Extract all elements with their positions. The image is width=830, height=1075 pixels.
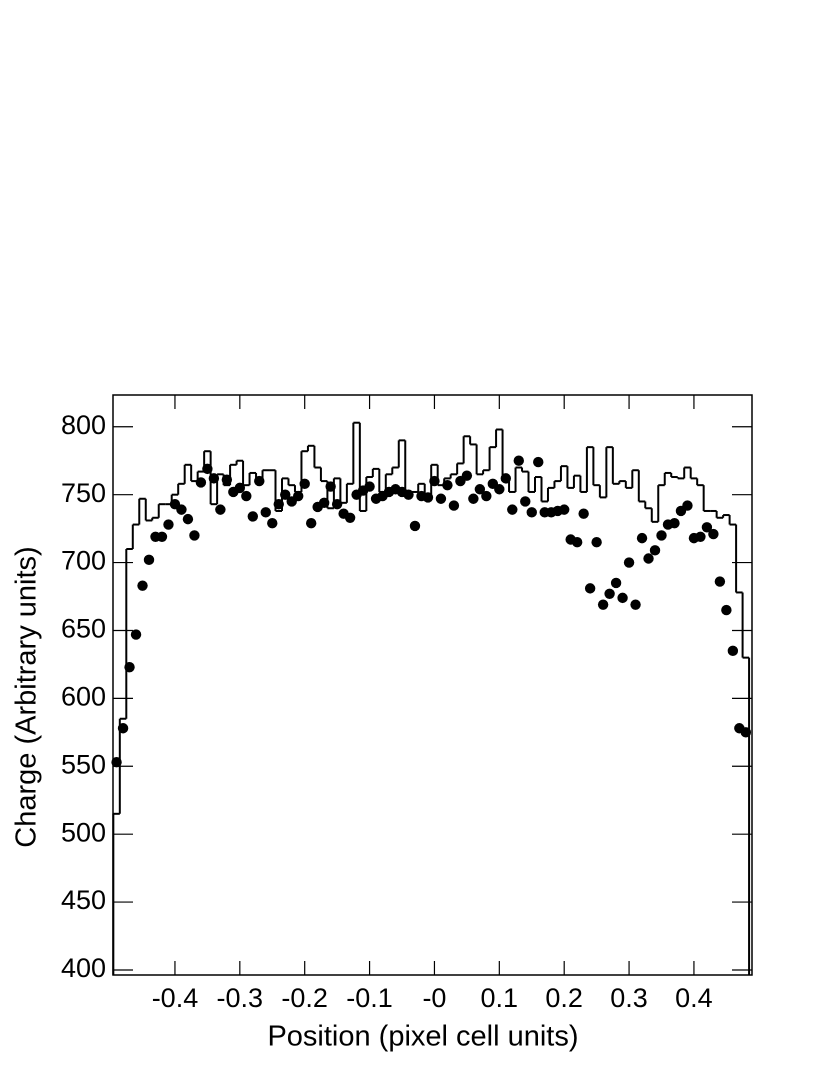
y-tick-label: 750 [61,478,106,508]
data-point [591,537,602,548]
y-tick-label: 400 [61,953,106,983]
data-point [669,517,680,529]
x-tick-label: -0.1 [346,983,393,1013]
x-tick-label: -0 [422,983,446,1013]
x-tick-label: -0.2 [281,983,328,1013]
data-point [409,520,421,532]
y-axis-label: Charge (Arbitrary units) [11,546,43,847]
data-point [318,497,330,509]
data-point [617,592,628,604]
data-point [137,580,148,591]
data-point [130,629,142,640]
data-point [727,645,739,657]
data-point [442,479,453,491]
data-point [299,478,310,490]
y-tick-label: 700 [61,546,106,576]
y-tick-label: 600 [61,682,106,712]
data-point [325,481,336,492]
data-point [111,757,122,768]
data-point [305,517,317,529]
data-point [571,537,583,548]
data-point [117,723,129,734]
data-point [520,496,531,507]
y-tick-label: 800 [61,410,106,440]
data-point [474,484,486,495]
plot-frame [112,394,753,976]
data-point [260,507,271,518]
data-point [429,475,440,487]
x-tick-label: 0.2 [545,983,583,1013]
data-point [247,511,259,522]
data-point [176,504,187,515]
data-point [448,500,460,511]
x-tick-label: -0.4 [152,983,199,1013]
data-point [604,588,615,600]
data-point [558,504,570,515]
data-point [513,455,524,466]
data-point [630,599,641,610]
data-point [273,498,284,510]
data-point [293,490,304,502]
data-point [422,492,434,503]
data-point [714,576,726,587]
data-point [533,456,544,468]
data-point [215,504,226,515]
y-tick-label: 650 [61,614,106,644]
data-point [597,599,609,610]
data-point [526,507,537,518]
y-tick-label: 450 [61,885,106,915]
data-point [208,473,220,484]
data-point [701,522,713,533]
data-point [610,577,622,589]
data-point [481,490,492,502]
data-point [156,531,168,542]
x-tick-label: 0.1 [481,983,519,1013]
y-tick-label: 550 [61,749,106,779]
data-point [636,532,648,544]
data-point [189,530,200,541]
data-point [623,557,635,568]
data-point [721,604,732,616]
data-point [468,493,479,504]
data-point [682,500,693,511]
data-point [364,481,375,492]
data-point [461,470,473,481]
data-point [202,463,213,475]
data-point [241,490,252,502]
data-point [494,484,505,495]
y-tick-label: 500 [61,817,106,847]
x-tick-label: 0.4 [675,983,713,1013]
data-point [163,519,174,530]
data-point [195,477,207,488]
x-tick-label: -0.3 [217,983,264,1013]
data-point [656,530,667,541]
data-point [435,493,447,504]
data-point [254,475,265,487]
data-point [507,504,518,515]
data-point [331,498,343,510]
data-point [124,661,135,673]
data-point [267,517,278,529]
data-point [234,482,246,494]
data-point [695,531,706,542]
data-point [708,528,719,540]
data-point [740,727,752,738]
data-point [403,489,414,500]
data-point [649,545,661,556]
data-point [280,489,291,500]
data-point [344,512,356,523]
data-point [500,473,512,484]
x-axis-label: Position (pixel cell units) [267,1021,578,1053]
data-point [643,553,654,564]
data-point [221,474,233,485]
x-tick-label: 0.3 [610,983,648,1013]
data-point [584,583,596,594]
data-point [182,513,194,525]
data-point [143,554,155,566]
data-point [578,508,589,519]
